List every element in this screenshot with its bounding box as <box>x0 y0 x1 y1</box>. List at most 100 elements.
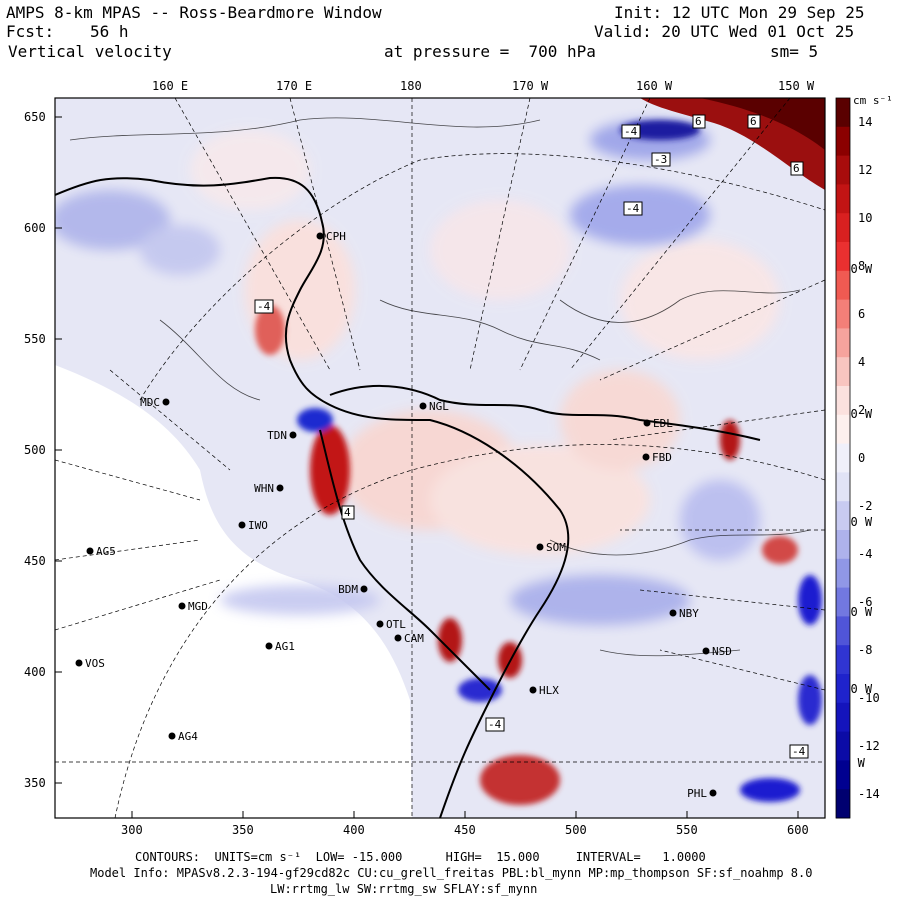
colorbar-label: 14 <box>858 115 872 129</box>
top-axis-label: 160 W <box>636 79 673 93</box>
colorbar-swatch <box>836 760 850 790</box>
station-label-ag1: AG1 <box>275 640 295 653</box>
colorbar-label: 2 <box>858 403 865 417</box>
station-marker-ag1 <box>265 642 273 650</box>
colorbar-swatch <box>836 328 850 358</box>
svg-text:-4: -4 <box>257 300 271 313</box>
colorbar-swatch <box>836 472 850 502</box>
station-marker-mdc <box>162 398 170 406</box>
smoothing-value: sm= 5 <box>770 42 819 61</box>
colorbar-label: -6 <box>858 595 872 609</box>
station-marker-bdm <box>360 585 368 593</box>
colorbar-label: 4 <box>858 355 865 369</box>
left-axis-label: 350 <box>24 776 46 790</box>
left-axis-label: 450 <box>24 554 46 568</box>
colorbar-units: cm s⁻¹ <box>853 94 893 107</box>
colorbar-swatch <box>836 530 850 560</box>
station-markers: CPH MDC NGL TDN EDL FBD WHN IWO SOM AG5 BDM MGD NBY O… <box>75 230 732 800</box>
station-marker-som <box>536 543 544 551</box>
colorbar-label: -12 <box>858 739 880 753</box>
colorbar-swatch <box>836 386 850 416</box>
station-label-mgd: MGD <box>188 600 208 613</box>
colorbar-swatch <box>836 501 850 531</box>
station-marker-vos <box>75 659 83 667</box>
model-info-line2: LW:rrtmg_lw SW:rrtmg_sw SFLAY:sf_mynn <box>270 882 538 896</box>
station-marker-ngl <box>419 402 427 410</box>
plot-frame <box>54 97 826 819</box>
colorbar-swatch <box>836 731 850 761</box>
top-axis-label: 170 E <box>276 79 312 93</box>
colorbar: cm s⁻¹ 14 12 10 8 6 4 2 0 -2 -4 -6 -8 -10 -12 -14 <box>835 94 893 819</box>
colorbar-label: -10 <box>858 691 880 705</box>
colorbar-label: 8 <box>858 259 865 273</box>
forecast-label: Fcst: <box>6 22 55 41</box>
colorbar-label: 10 <box>858 211 872 225</box>
top-axis-label: 170 W <box>512 79 549 93</box>
station-marker-mgd <box>178 602 186 610</box>
colorbar-swatch <box>836 414 850 445</box>
colorbar-swatch <box>836 443 850 473</box>
station-label-hlx: HLX <box>539 684 559 697</box>
station-label-ngl: NGL <box>429 400 449 413</box>
svg-text:6: 6 <box>750 115 757 128</box>
bottom-axis-label: 500 <box>565 823 587 837</box>
station-marker-fbd <box>642 453 650 461</box>
colorbar-swatch <box>836 184 850 214</box>
bottom-axis-label: 350 <box>232 823 254 837</box>
colorbar-swatch <box>836 645 850 675</box>
colorbar-label: -4 <box>858 547 872 561</box>
svg-text:-4: -4 <box>792 745 806 758</box>
colorbar-label: 6 <box>858 307 865 321</box>
station-marker-hlx <box>529 686 537 694</box>
model-info: Model Info: MPASv8.2.3-194-gf29cd82c CU:… <box>90 866 813 880</box>
station-label-iwo: IWO <box>248 519 268 532</box>
top-axis-label: 180 <box>400 79 422 93</box>
colorbar-label: -14 <box>858 787 880 801</box>
station-marker-edl <box>643 419 651 427</box>
forecast-hours: 56 h <box>90 22 129 41</box>
colorbar-swatch <box>836 674 850 704</box>
station-label-cph: CPH <box>326 230 346 243</box>
colorbar-swatch <box>836 357 850 387</box>
station-label-nby: NBY <box>679 607 699 620</box>
station-label-edl: EDL <box>653 417 673 430</box>
colorbar-swatch <box>836 98 850 128</box>
contour-info: CONTOURS: UNITS=cm s⁻¹ LOW= -15.000 HIGH… <box>135 850 706 864</box>
colorbar-swatch <box>836 702 850 733</box>
left-axis-label: 600 <box>24 221 46 235</box>
colorbar-label: -2 <box>858 499 872 513</box>
colorbar-swatch <box>836 587 850 617</box>
plot-title: AMPS 8-km MPAS -- Ross-Beardmore Window <box>6 3 382 22</box>
svg-text:-4: -4 <box>626 202 640 215</box>
top-axis-label: 160 E <box>152 79 188 93</box>
top-axis-label: 150 W <box>778 79 815 93</box>
station-label-otl: OTL <box>386 618 406 631</box>
valid-time: Valid: 20 UTC Wed 01 Oct 25 <box>594 22 855 41</box>
svg-text:-4: -4 <box>488 718 502 731</box>
station-label-cam: CAM <box>404 632 424 645</box>
station-marker-phl <box>709 789 717 797</box>
station-marker-otl <box>376 620 384 628</box>
station-label-ag5: AG5 <box>96 545 116 558</box>
init-time: Init: 12 UTC Mon 29 Sep 25 <box>614 3 865 22</box>
station-marker-nby <box>669 609 677 617</box>
station-marker-cph <box>316 232 324 240</box>
svg-text:6: 6 <box>695 115 702 128</box>
station-marker-cam <box>394 634 402 642</box>
left-axis-label: 650 <box>24 110 46 124</box>
svg-text:-3: -3 <box>654 153 667 166</box>
station-label-nsd: NSD <box>712 645 732 658</box>
station-label-som: SOM <box>546 541 566 554</box>
station-label-mdc: MDC <box>140 396 160 409</box>
station-label-phl: PHL <box>687 787 707 800</box>
station-label-fbd: FBD <box>652 451 672 464</box>
bottom-axis-label: 400 <box>343 823 365 837</box>
colorbar-label: 0 <box>858 451 865 465</box>
colorbar-label: 12 <box>858 163 872 177</box>
colorbar-swatch <box>836 155 850 185</box>
left-axis-label: 500 <box>24 443 46 457</box>
pressure-level: at pressure = 700 hPa <box>384 42 596 61</box>
station-marker-ag4 <box>168 732 176 740</box>
left-axis-label: 550 <box>24 332 46 346</box>
